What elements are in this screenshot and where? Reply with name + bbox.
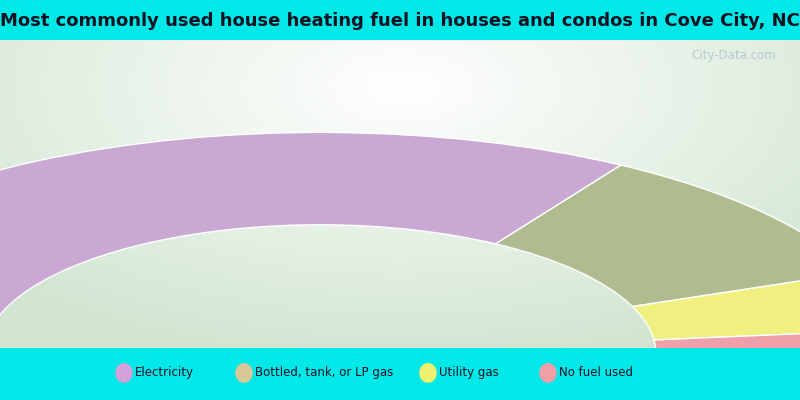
Text: Most commonly used house heating fuel in houses and condos in Cove City, NC: Most commonly used house heating fuel in…: [0, 12, 800, 30]
Ellipse shape: [419, 363, 437, 383]
Wedge shape: [495, 165, 800, 306]
Ellipse shape: [539, 363, 557, 383]
Ellipse shape: [235, 363, 253, 383]
Wedge shape: [0, 132, 621, 354]
Wedge shape: [633, 272, 800, 340]
Text: No fuel used: No fuel used: [559, 366, 634, 380]
Ellipse shape: [115, 363, 133, 383]
Text: Utility gas: Utility gas: [439, 366, 499, 380]
Text: Bottled, tank, or LP gas: Bottled, tank, or LP gas: [255, 366, 394, 380]
Text: Electricity: Electricity: [135, 366, 194, 380]
Wedge shape: [654, 330, 800, 354]
Text: City-Data.com: City-Data.com: [691, 49, 776, 62]
